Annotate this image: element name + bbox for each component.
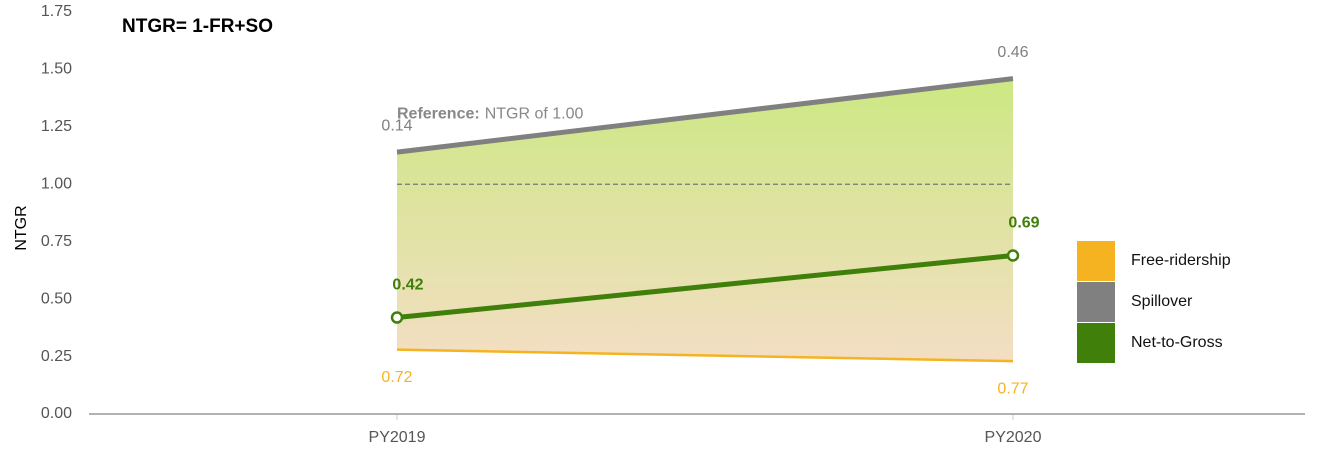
- y-tick-label: 1.25: [41, 118, 72, 135]
- ntgr-band: [397, 78, 1013, 362]
- legend-label: Spillover: [1131, 293, 1193, 310]
- legend-swatch: [1077, 282, 1115, 322]
- chart-title: NTGR= 1-FR+SO: [122, 16, 273, 37]
- value-label: 0.42: [392, 277, 423, 294]
- value-label: 0.77: [997, 380, 1028, 397]
- legend-swatch: [1077, 323, 1115, 363]
- series-line: [396, 348, 1014, 363]
- value-label: 0.69: [1008, 215, 1039, 232]
- y-tick-label: 1.75: [41, 3, 72, 20]
- reference-label: NTGR of 1.00: [485, 106, 584, 123]
- y-axis-label: NTGR: [13, 205, 30, 250]
- reference-title: Reference:: [397, 106, 480, 123]
- series-line: [396, 253, 1014, 321]
- x-tick-label: PY2020: [985, 429, 1042, 446]
- y-tick-label: 0.00: [41, 405, 72, 422]
- y-tick-label: 0.75: [41, 233, 72, 250]
- series-line: [396, 76, 1014, 155]
- x-tick-label: PY2019: [369, 429, 426, 446]
- value-label: 0.72: [381, 369, 412, 386]
- point: [390, 311, 404, 324]
- y-tick-label: 1.00: [41, 176, 72, 193]
- value-label: 0.46: [997, 44, 1028, 61]
- point: [1006, 249, 1020, 262]
- legend-label: Free-ridership: [1131, 252, 1231, 269]
- legend-label: Net-to-Gross: [1131, 334, 1223, 351]
- y-tick-label: 1.50: [41, 61, 72, 78]
- reference-annotation: Reference: NTGR of 1.00: [397, 106, 584, 123]
- value-label: 0.14: [381, 117, 412, 134]
- y-tick-label: 0.50: [41, 290, 72, 307]
- legend-swatch: [1077, 241, 1115, 281]
- y-tick-label: 0.25: [41, 348, 72, 365]
